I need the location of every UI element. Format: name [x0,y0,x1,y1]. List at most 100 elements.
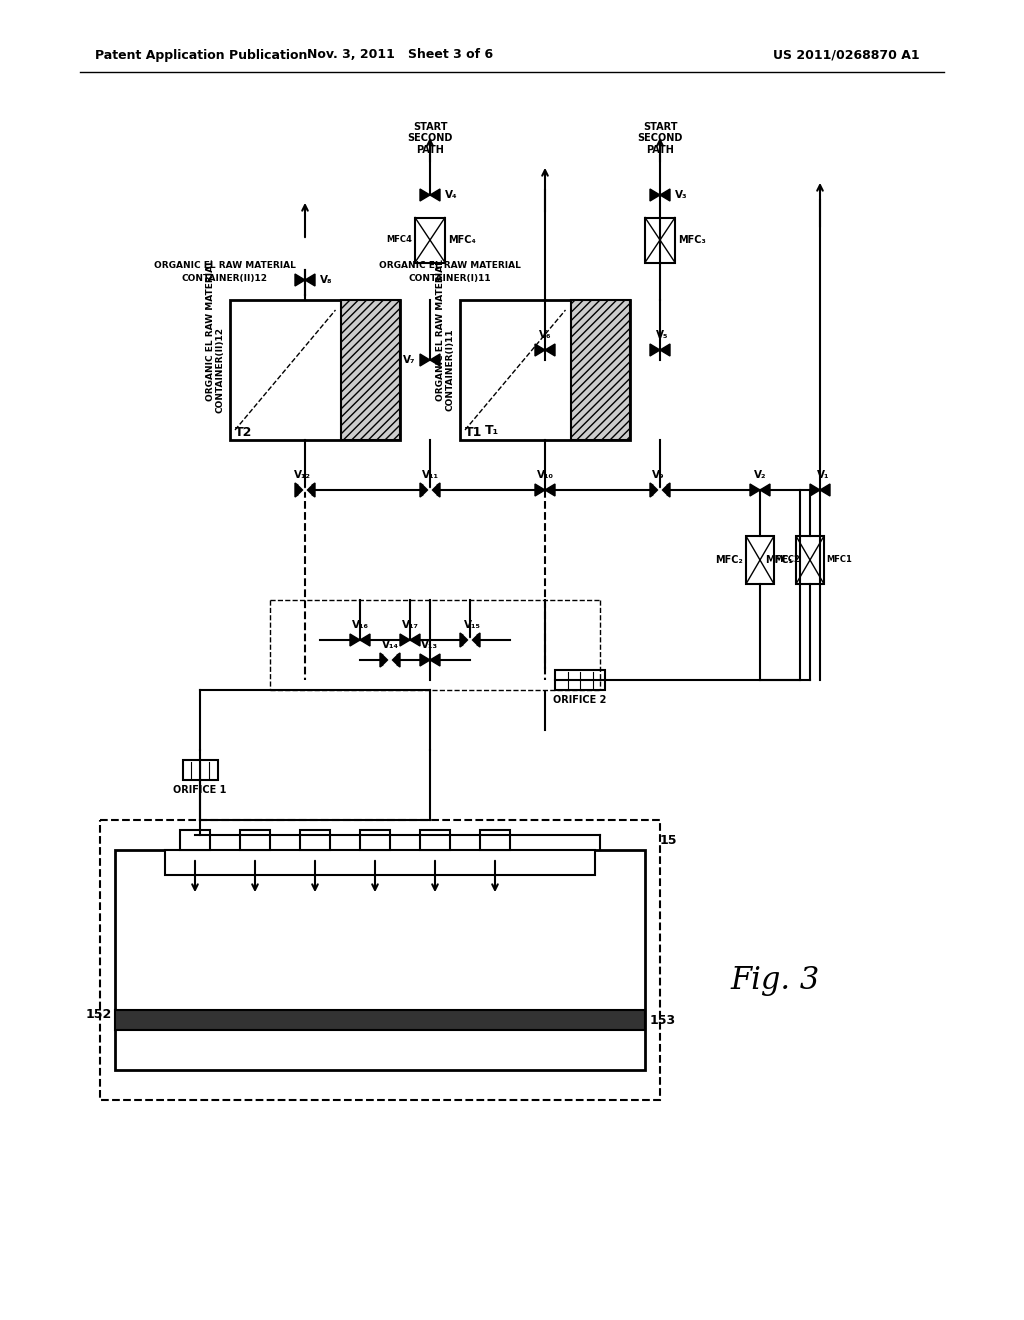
Text: Nov. 3, 2011   Sheet 3 of 6: Nov. 3, 2011 Sheet 3 of 6 [307,49,494,62]
Text: V₁₄: V₁₄ [382,640,398,649]
Polygon shape [420,189,430,201]
Polygon shape [430,354,440,366]
Text: V₁₅: V₁₅ [464,620,480,630]
Polygon shape [645,218,675,263]
Polygon shape [746,536,774,583]
Polygon shape [660,189,670,201]
Bar [360,830,390,850]
Text: T2: T2 [234,426,252,440]
Bar [182,760,217,780]
Text: MFC₄: MFC₄ [449,235,476,246]
Polygon shape [545,484,555,496]
Text: Patent Application Publication: Patent Application Publication [95,49,307,62]
Bar [240,830,270,850]
Text: ORGANIC EL RAW MATERIAL: ORGANIC EL RAW MATERIAL [379,260,521,269]
Text: V₁₇: V₁₇ [401,620,419,630]
Polygon shape [650,483,660,498]
Polygon shape [796,536,824,583]
Text: CONTAINER(I)11: CONTAINER(I)11 [409,273,492,282]
Text: V₁: V₁ [817,470,829,480]
Polygon shape [380,653,390,667]
Polygon shape [820,484,830,496]
Text: 153: 153 [650,1014,676,1027]
Polygon shape [460,634,470,647]
Text: START
SECOND
PATH: START SECOND PATH [408,121,453,154]
Polygon shape [420,483,430,498]
Polygon shape [305,275,315,286]
Polygon shape [660,345,670,356]
Text: 15: 15 [660,833,678,846]
Text: V₆: V₆ [539,330,551,341]
Text: ORGANIC EL RAW MATERIAL: ORGANIC EL RAW MATERIAL [154,260,296,269]
Text: V₁₁: V₁₁ [422,470,438,480]
Polygon shape [430,653,440,667]
Text: MFC4: MFC4 [386,235,412,244]
Polygon shape [400,634,410,645]
Polygon shape [650,345,660,356]
Bar [555,671,605,690]
Text: MFC₂: MFC₂ [715,554,743,565]
Polygon shape [430,189,440,201]
Text: V₁₂: V₁₂ [294,470,310,480]
Text: CONTAINER(I)11: CONTAINER(I)11 [446,329,455,412]
Polygon shape [750,484,760,496]
Polygon shape [470,634,480,647]
Bar [180,830,210,850]
Polygon shape [230,300,400,440]
Polygon shape [430,483,440,498]
Bar [100,820,660,1100]
Text: T₁: T₁ [485,424,499,437]
Polygon shape [415,218,445,263]
Text: V₃: V₃ [675,190,688,201]
Text: V₁₃: V₁₃ [422,640,438,649]
Text: 152: 152 [86,1008,112,1022]
Text: US 2011/0268870 A1: US 2011/0268870 A1 [773,49,920,62]
Polygon shape [660,483,670,498]
Text: ORIFICE 2: ORIFICE 2 [553,696,606,705]
Text: MFC1: MFC1 [826,556,852,565]
Text: V₂: V₂ [754,470,766,480]
Polygon shape [360,634,370,645]
Bar [115,1010,645,1030]
Bar [165,850,595,875]
Polygon shape [295,483,305,498]
Bar [341,300,400,440]
Bar [420,830,450,850]
Polygon shape [305,483,315,498]
Polygon shape [420,653,430,667]
Bar [480,830,510,850]
Text: CONTAINER(II)12: CONTAINER(II)12 [216,327,225,413]
Polygon shape [460,300,630,440]
Text: ORIFICE 1: ORIFICE 1 [173,785,226,795]
Polygon shape [650,189,660,201]
Text: ORGANIC EL RAW MATERIAL: ORGANIC EL RAW MATERIAL [206,259,215,401]
Text: V₅: V₅ [655,330,669,341]
Text: V₉: V₉ [651,470,665,480]
Polygon shape [350,634,360,645]
Text: START
SECOND
PATH: START SECOND PATH [637,121,683,154]
Text: ORGANIC EL RAW MATERIAL: ORGANIC EL RAW MATERIAL [436,259,445,401]
Polygon shape [390,653,400,667]
Text: T1: T1 [465,426,482,440]
Polygon shape [535,345,545,356]
Bar [300,830,330,850]
Text: CONTAINER(II)12: CONTAINER(II)12 [182,273,268,282]
Bar [115,850,645,1071]
Polygon shape [545,345,555,356]
Polygon shape [760,484,770,496]
Text: V₇: V₇ [402,355,415,366]
Text: MFC₃: MFC₃ [678,235,706,246]
Polygon shape [810,484,820,496]
Bar [570,300,630,440]
Text: MFC2: MFC2 [774,556,800,565]
Polygon shape [295,275,305,286]
Text: V₄: V₄ [445,190,458,201]
Polygon shape [420,354,430,366]
Text: Fig. 3: Fig. 3 [730,965,819,995]
Text: V₁₆: V₁₆ [351,620,369,630]
Text: V₈: V₈ [319,275,333,285]
Text: MFC₁: MFC₁ [765,554,793,565]
Polygon shape [535,484,545,496]
Polygon shape [410,634,420,645]
Text: V₁₀: V₁₀ [537,470,554,480]
